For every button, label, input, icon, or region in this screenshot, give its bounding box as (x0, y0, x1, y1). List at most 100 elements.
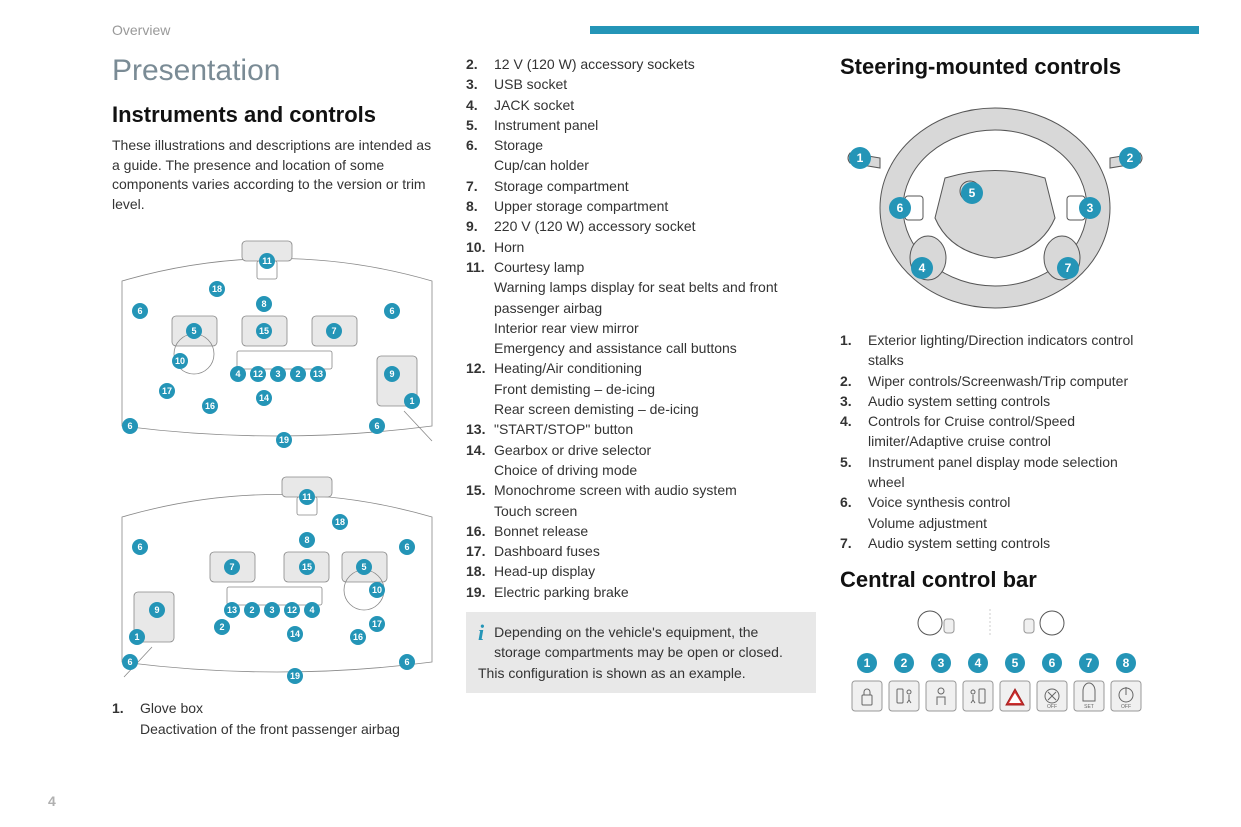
list-item: 8.Upper storage compartment (466, 196, 816, 216)
svg-text:6: 6 (127, 657, 132, 667)
item-text: Courtesy lamp Warning lamps display for … (494, 257, 816, 358)
list-item: 14.Gearbox or drive selector Choice of d… (466, 440, 816, 481)
item-number: 3. (840, 391, 868, 411)
svg-text:8: 8 (1123, 656, 1130, 670)
svg-text:19: 19 (290, 671, 300, 681)
item-text: USB socket (494, 74, 816, 94)
svg-text:8: 8 (261, 299, 266, 309)
item-text: Upper storage compartment (494, 196, 816, 216)
svg-text:6: 6 (1049, 656, 1056, 670)
column-2: 2.12 V (120 W) accessory sockets3.USB so… (466, 54, 816, 809)
svg-text:19: 19 (279, 435, 289, 445)
svg-text:4: 4 (235, 369, 240, 379)
svg-text:OFF: OFF (1047, 704, 1057, 710)
item-number: 2. (840, 371, 868, 391)
svg-text:15: 15 (302, 562, 312, 572)
item-number: 9. (466, 216, 494, 236)
item-number: 1. (112, 698, 140, 739)
svg-text:3: 3 (1087, 201, 1094, 215)
list-item: 11.Courtesy lamp Warning lamps display f… (466, 257, 816, 358)
item-number: 12. (466, 358, 494, 419)
info-text: Depending on the vehicle's equipment, th… (478, 624, 783, 681)
svg-text:3: 3 (269, 605, 274, 615)
svg-text:2: 2 (901, 656, 908, 670)
item-text: Glove box Deactivation of the front pass… (140, 698, 442, 739)
item-number: 7. (840, 533, 868, 553)
item-text: Horn (494, 237, 816, 257)
item-number: 8. (466, 196, 494, 216)
item-text: Audio system setting controls (868, 391, 1150, 411)
central-heading: Central control bar (840, 567, 1150, 593)
list-item: 9.220 V (120 W) accessory socket (466, 216, 816, 236)
list-item: 1.Exterior lighting/Direction indicators… (840, 330, 1150, 371)
steering-wheel-diagram: 1256347 (840, 88, 1150, 318)
central-control-diagram: 123456OFF7SET8OFF (840, 601, 1150, 731)
svg-text:7: 7 (1086, 656, 1093, 670)
svg-text:SET: SET (1084, 704, 1094, 710)
list-item: 3.Audio system setting controls (840, 391, 1150, 411)
item-number: 15. (466, 480, 494, 521)
item-text: Dashboard fuses (494, 541, 816, 561)
steering-heading: Steering-mounted controls (840, 54, 1150, 80)
item-number: 6. (840, 492, 868, 533)
item-text: Wiper controls/Screenwash/Trip computer (868, 371, 1150, 391)
item-number: 13. (466, 419, 494, 439)
item-number: 16. (466, 521, 494, 541)
item-number: 14. (466, 440, 494, 481)
item-text: Instrument panel (494, 115, 816, 135)
svg-text:11: 11 (302, 492, 312, 502)
svg-text:5: 5 (361, 562, 366, 572)
svg-text:3: 3 (938, 656, 945, 670)
item-number: 3. (466, 74, 494, 94)
item-text: Voice synthesis control Volume adjustmen… (868, 492, 1150, 533)
svg-text:6: 6 (389, 306, 394, 316)
list-item: 2.Wiper controls/Screenwash/Trip compute… (840, 371, 1150, 391)
svg-text:16: 16 (205, 401, 215, 411)
svg-text:6: 6 (374, 421, 379, 431)
col2-list: 2.12 V (120 W) accessory sockets3.USB so… (466, 54, 816, 602)
svg-text:3: 3 (275, 369, 280, 379)
item-text: JACK socket (494, 95, 816, 115)
item-text: Exterior lighting/Direction indicators c… (868, 330, 1150, 371)
svg-text:14: 14 (259, 393, 269, 403)
svg-text:8: 8 (304, 535, 309, 545)
header-accent-bar (590, 26, 1199, 34)
item-number: 5. (840, 452, 868, 493)
svg-text:4: 4 (975, 656, 982, 670)
svg-text:15: 15 (259, 326, 269, 336)
instruments-heading: Instruments and controls (112, 102, 442, 128)
list-item: 19.Electric parking brake (466, 582, 816, 602)
svg-text:2: 2 (295, 369, 300, 379)
svg-text:12: 12 (287, 605, 297, 615)
svg-text:6: 6 (897, 201, 904, 215)
list-item: 18.Head-up display (466, 561, 816, 581)
info-icon: i (478, 622, 484, 644)
item-text: Controls for Cruise control/Speed limite… (868, 411, 1150, 452)
svg-text:2: 2 (219, 622, 224, 632)
svg-text:6: 6 (137, 306, 142, 316)
item-text: 12 V (120 W) accessory sockets (494, 54, 816, 74)
list-item: 4.Controls for Cruise control/Speed limi… (840, 411, 1150, 452)
item-number: 11. (466, 257, 494, 358)
dashboard-diagram-lhd: 11188665157104123213917161466191 (112, 226, 442, 456)
svg-text:7: 7 (331, 326, 336, 336)
item-text: Storage Cup/can holder (494, 135, 816, 176)
item-text: Electric parking brake (494, 582, 816, 602)
item-text: Bonnet release (494, 521, 816, 541)
list-item: 12.Heating/Air conditioning Front demist… (466, 358, 816, 419)
list-item: 3.USB socket (466, 74, 816, 94)
item-text: 220 V (120 W) accessory socket (494, 216, 816, 236)
svg-text:4: 4 (919, 261, 926, 275)
svg-text:5: 5 (1012, 656, 1019, 670)
info-box: i Depending on the vehicle's equipment, … (466, 612, 816, 693)
svg-text:1: 1 (864, 656, 871, 670)
item-number: 17. (466, 541, 494, 561)
item-text: Audio system setting controls (868, 533, 1150, 553)
item-number: 4. (840, 411, 868, 452)
svg-text:7: 7 (229, 562, 234, 572)
svg-text:5: 5 (191, 326, 196, 336)
item-text: Head-up display (494, 561, 816, 581)
svg-text:13: 13 (313, 369, 323, 379)
col1-list: 1. Glove box Deactivation of the front p… (112, 698, 442, 739)
list-item: 2.12 V (120 W) accessory sockets (466, 54, 816, 74)
